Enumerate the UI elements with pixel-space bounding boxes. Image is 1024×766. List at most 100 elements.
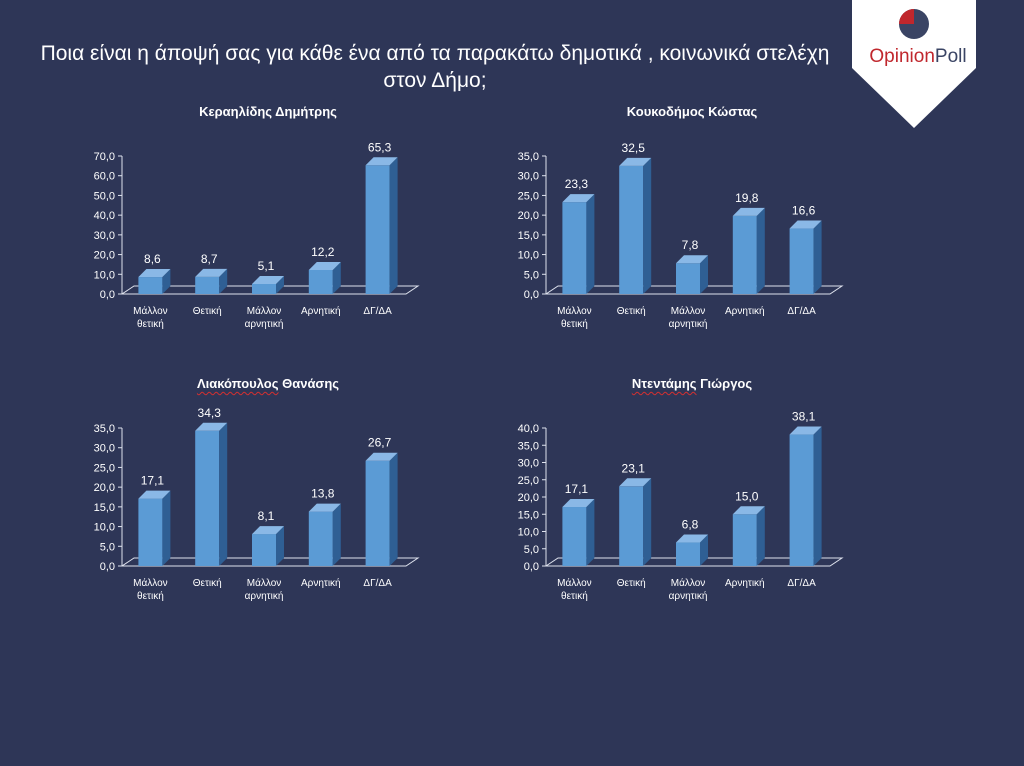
chart-ntentamis: Ντεντάμης Γιώργος 0,0 5,0 10,0 15,0 20,0 25,0… (508, 370, 876, 630)
bar-side (332, 503, 341, 566)
y-tick-label: 0,0 (524, 561, 539, 573)
data-label: 13,8 (311, 487, 335, 501)
x-tick-label: Μάλλον θετική (557, 305, 592, 330)
data-label: 38,1 (792, 410, 816, 424)
bar-side (276, 275, 284, 294)
bar (195, 430, 220, 566)
y-tick-label: 60,0 (94, 171, 115, 183)
y-tick-label: 25,0 (518, 475, 539, 487)
data-label: 65,3 (368, 140, 392, 154)
bar-top (562, 194, 595, 203)
chart-title: Ντεντάμης Γιώργος (508, 376, 876, 391)
chart-koukodimos: Κουκοδήμος Κώστας 0,0 5,0 10,0 15,0 20,0 25,0… (508, 98, 876, 358)
y-tick-label: 35,0 (94, 423, 115, 435)
bar (619, 486, 644, 566)
bar (138, 498, 163, 566)
data-label: 17,1 (141, 474, 165, 488)
x-tick-label: Θετική (193, 305, 222, 317)
x-tick-label: Μάλλον αρνητική (669, 577, 708, 602)
bar-top (138, 269, 171, 278)
bar-top (619, 478, 652, 487)
y-tick-label: 25,0 (518, 190, 539, 202)
bar-side (162, 269, 171, 294)
chart-title-firstname: Γιώργος (696, 376, 753, 391)
y-tick-label: 30,0 (94, 443, 115, 455)
chart-title-surname: Λιακόπουλος (196, 376, 279, 391)
chart-title: Λιακόπουλος Θανάσης (84, 376, 452, 391)
bar-top (676, 255, 708, 264)
bar (732, 215, 757, 294)
chart-liakopoulos: Λιακόπουλος Θανάσης 0,0 5,0 10,0 15,0 20,0 25… (84, 370, 452, 630)
bar-top (252, 526, 284, 535)
x-tick-label: Αρνητική (301, 577, 341, 589)
y-tick-label: 30,0 (94, 230, 115, 242)
bar-side (389, 157, 398, 294)
chart-title: Κεραηλίδης Δημήτρης (199, 104, 337, 119)
bar (732, 514, 757, 566)
y-tick-label: 10,0 (518, 527, 539, 539)
y-tick-label: 5,0 (524, 544, 539, 556)
y-tick-label: 20,0 (518, 492, 539, 504)
x-tick-label: Αρνητική (725, 305, 765, 317)
bar (195, 276, 220, 294)
y-tick-label: 0,0 (100, 561, 115, 573)
bar (252, 534, 276, 566)
bar-side (586, 194, 595, 294)
y-tick-label: 35,0 (518, 151, 539, 163)
slide-title-line2: στον Δήμο; (383, 69, 487, 92)
bar-top (195, 268, 228, 277)
y-tick-label: 35,0 (518, 440, 539, 452)
y-tick-label: 50,0 (94, 190, 115, 202)
bar (619, 165, 644, 294)
chart-plot: 0,0 5,0 10,0 15,0 20,0 25,0 30,0 35,0 23,3 Μάλλον… (518, 141, 844, 330)
x-tick-label: Αρνητική (725, 577, 765, 589)
y-tick-label: 40,0 (518, 423, 539, 435)
data-label: 32,5 (622, 141, 646, 155)
bar-top (195, 422, 228, 431)
bar-side (756, 207, 765, 294)
y-tick-label: 30,0 (518, 458, 539, 470)
y-tick-label: 0,0 (524, 289, 539, 301)
opinionpoll-logo (852, 0, 976, 128)
y-tick-label: 20,0 (94, 250, 115, 262)
bar-side (700, 534, 708, 566)
bar (789, 228, 814, 294)
x-tick-label: Μάλλον θετική (133, 577, 168, 602)
logo-badge-shape (852, 0, 976, 128)
bar-side (756, 506, 765, 566)
y-tick-label: 15,0 (518, 230, 539, 242)
y-tick-label: 40,0 (94, 210, 115, 222)
bar-side (813, 220, 822, 294)
bar-side (700, 255, 708, 294)
y-tick-label: 0,0 (100, 289, 115, 301)
logo-word-poll: Poll (934, 46, 967, 67)
slide-title: Ποια είναι η άποψή σας για κάθε ένα από … (40, 40, 830, 94)
x-tick-label: ΔΓ/ΔΑ (787, 306, 816, 317)
data-label: 15,0 (735, 489, 759, 503)
bar-top (619, 157, 652, 166)
data-label: 23,3 (565, 177, 589, 191)
x-tick-label: Μάλλον θετική (133, 305, 168, 330)
x-tick-label: Μάλλον αρνητική (669, 305, 708, 330)
bar (138, 277, 163, 294)
bar (562, 507, 587, 566)
bar (365, 165, 390, 294)
data-label: 5,1 (258, 259, 275, 273)
data-label: 8,7 (201, 252, 218, 266)
y-tick-label: 10,0 (94, 522, 115, 534)
logo-pie-slice (899, 9, 914, 24)
bar-side (643, 157, 652, 294)
bar (252, 283, 276, 294)
bar-side (276, 526, 284, 566)
bar-top (676, 534, 708, 543)
y-tick-label: 10,0 (518, 250, 539, 262)
slide-title-line1: Ποια είναι η άποψή σας για κάθε ένα από … (40, 42, 830, 65)
chart-plot: 0,0 10,0 20,0 30,0 40,0 50,0 60,0 70,0 8,6 Μάλλον… (94, 140, 420, 330)
logo-wordmark: OpinionPoll (858, 46, 978, 68)
bar-top (308, 261, 341, 270)
bar-top (732, 207, 765, 216)
bar-top (732, 506, 765, 515)
data-label: 34,3 (198, 406, 222, 420)
data-label: 8,1 (258, 509, 275, 523)
